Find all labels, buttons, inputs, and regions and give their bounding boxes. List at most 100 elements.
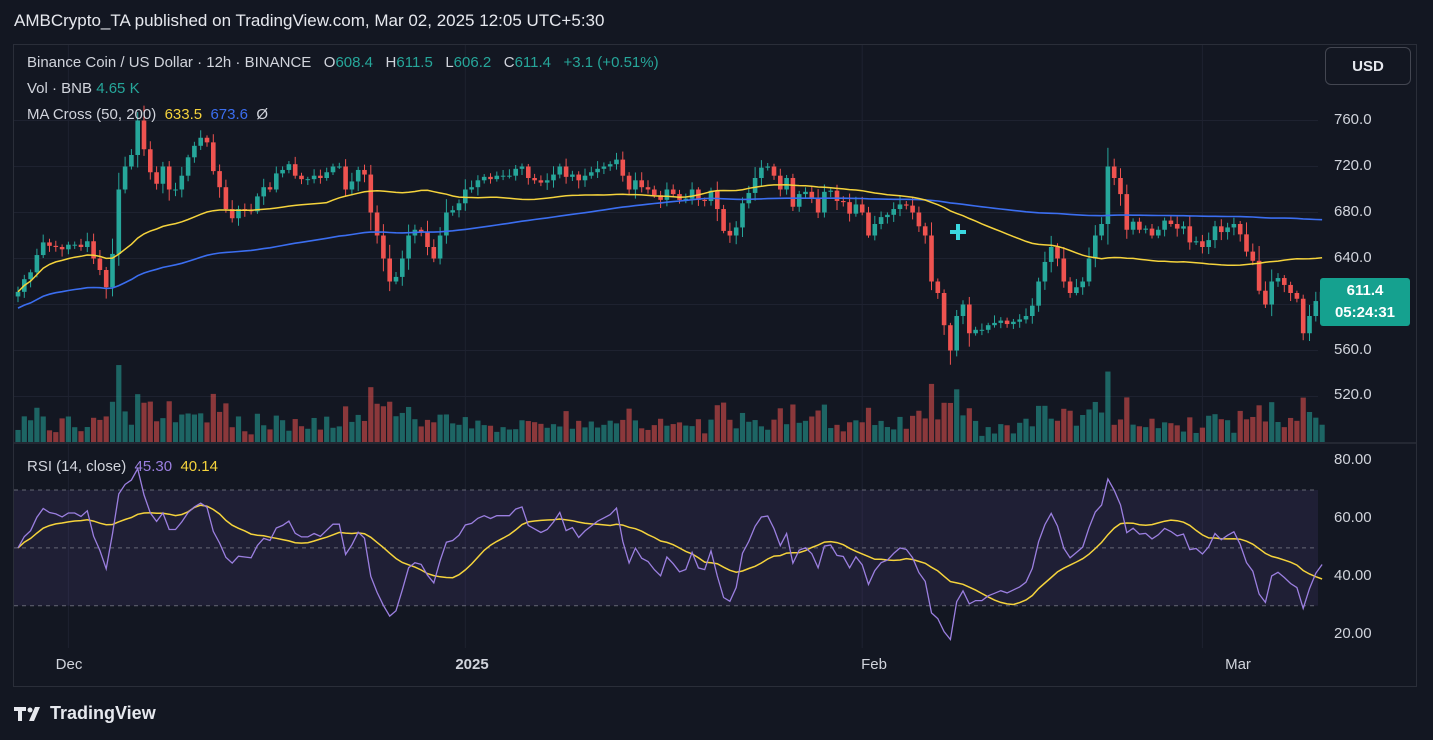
open-value: 608.4 (335, 54, 374, 71)
volume-bar (355, 414, 361, 442)
volume-bar (191, 414, 197, 442)
rsi-levels (14, 489, 1318, 607)
volume-bar (380, 406, 386, 442)
currency-button[interactable]: USD (1325, 47, 1411, 85)
volume-bar (601, 424, 607, 442)
volume-bar (1306, 412, 1313, 442)
legend-rsi-row[interactable]: RSI (14, close) 45.30 40.14 (27, 458, 218, 475)
candle-body (954, 316, 959, 351)
candle-body (444, 212, 449, 236)
volume-value: 4.65 K (96, 80, 140, 97)
volume-bar (418, 426, 424, 442)
volume-bar (721, 402, 727, 442)
volume-bar (1155, 428, 1161, 442)
volume-bar (1262, 421, 1268, 442)
volume-bar (248, 434, 254, 442)
legend-ma-row[interactable]: MA Cross (50, 200) 633.5 673.6 Ø (27, 106, 268, 123)
volume-bar (1029, 426, 1035, 442)
candle-body (292, 164, 298, 176)
candle-body (1111, 166, 1117, 178)
volume-bar (179, 414, 185, 442)
volume-bar (506, 429, 512, 442)
candle-body (1162, 220, 1167, 230)
candle-body (40, 242, 46, 256)
time-tick-label: Dec (55, 656, 83, 673)
candle-body (211, 142, 216, 172)
candle-body (59, 247, 65, 250)
candle-body (715, 190, 720, 210)
volume-bar (739, 412, 746, 442)
candle-body (614, 159, 619, 165)
candle-body (1067, 281, 1073, 293)
volume-bar (141, 402, 147, 442)
candle-body (141, 120, 147, 150)
candle-body (1187, 226, 1193, 243)
volume-bar (242, 431, 248, 442)
candle-body (280, 169, 285, 174)
volume-bar (714, 405, 720, 442)
close-label: C (503, 54, 515, 71)
candle-body (173, 189, 178, 191)
candle-body (437, 235, 443, 259)
volume-bar (878, 420, 884, 442)
candle-body (916, 212, 922, 227)
candle-body (784, 178, 789, 190)
volume-bar (235, 416, 242, 442)
candle-body (148, 149, 153, 173)
candle-body (374, 212, 380, 236)
time-tick-label: 2025 (455, 656, 489, 673)
tradingview-logo-icon (14, 706, 40, 721)
candle-body (746, 192, 752, 204)
candle-body (66, 244, 71, 250)
volume-bar (708, 419, 714, 442)
candle-body (368, 174, 374, 213)
tradingview-logo[interactable]: TradingView (14, 703, 156, 724)
candle-body (1282, 278, 1287, 285)
candle-body (841, 201, 846, 203)
volume-bar (563, 411, 569, 442)
volume-bar (1193, 432, 1199, 442)
candle-body (532, 178, 537, 181)
volume-bar (557, 426, 563, 442)
candle-body (721, 209, 726, 231)
candle-body (1193, 241, 1199, 243)
candle-body (185, 157, 191, 176)
candle-body (431, 247, 437, 259)
volume-bar (966, 408, 972, 442)
volume-bar (645, 429, 651, 442)
volume-bar (154, 421, 160, 442)
candle-body (110, 253, 115, 288)
candle-body (1105, 166, 1111, 224)
volume-bar (1117, 419, 1124, 442)
candle-body (469, 187, 474, 190)
candle-body (1174, 224, 1180, 229)
candle-body (1313, 301, 1319, 316)
candle-body (381, 235, 386, 259)
high-value: 611.5 (396, 54, 433, 71)
candle-body (507, 175, 512, 177)
volume-bar (481, 425, 487, 442)
volume-bar (1237, 410, 1243, 442)
candle-body (551, 174, 556, 181)
volume-bar (462, 417, 468, 442)
legend-volume-row[interactable]: Vol · BNB 4.65 K (27, 80, 140, 97)
candle-body (878, 217, 884, 224)
volume-bar (840, 431, 846, 442)
symbol-name[interactable]: Binance Coin / US Dollar · 12h · BINANCE (27, 54, 312, 71)
candle-body (740, 203, 745, 228)
candle-body (500, 175, 506, 177)
ma-extra-value: Ø (256, 106, 269, 123)
candle-body (576, 174, 581, 181)
volume-bar (569, 428, 575, 442)
volume-bar (1136, 426, 1142, 442)
volume-bar (166, 401, 172, 442)
candle-body (1030, 305, 1035, 316)
volume-bar (796, 422, 802, 442)
price-tick-label: 720.0 (1334, 157, 1372, 174)
candle-body (488, 176, 493, 180)
volume-bar (330, 427, 336, 442)
candle-body (904, 204, 909, 206)
low-value: 606.2 (453, 54, 492, 71)
volume-bar (1256, 405, 1262, 442)
